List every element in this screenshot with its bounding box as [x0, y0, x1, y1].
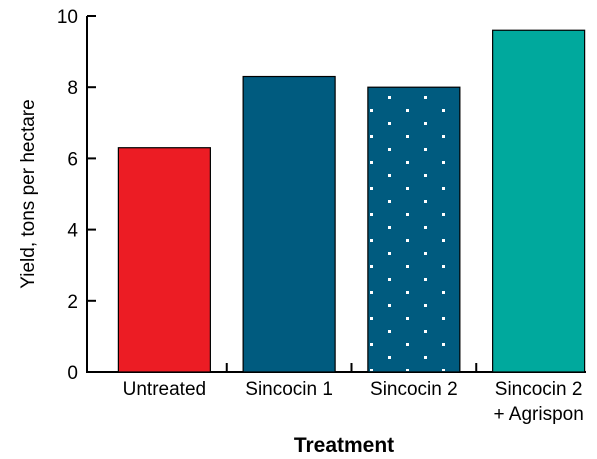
category-label: Sincocin 2	[370, 379, 458, 400]
y-tick-label: 10	[57, 7, 78, 28]
category-label: Untreated	[123, 379, 206, 400]
x-axis-title: Treatment	[294, 434, 394, 457]
y-tick-label: 2	[67, 292, 78, 313]
category-label: Sincocin 2	[495, 379, 583, 400]
bar	[117, 147, 211, 373]
y-axis-title: Yield, tons per hectare	[18, 99, 39, 288]
bar-group	[117, 29, 586, 373]
category-label: Sincocin 1	[245, 379, 333, 400]
bar-pattern-overlay	[368, 88, 459, 371]
y-tick-label: 8	[67, 78, 78, 99]
bar	[242, 75, 336, 373]
category-label: + Agrispon	[493, 404, 583, 425]
y-tick-label: 0	[67, 363, 78, 384]
y-tick-group: 0 2 4 6 8 10	[57, 7, 96, 384]
bar	[492, 29, 586, 373]
x-tick-group	[225, 363, 478, 372]
category-label-group: Untreated Sincocin 1 Sincocin 2 Sincocin 2 +…	[123, 379, 584, 425]
y-tick-label: 4	[67, 221, 78, 242]
y-tick-label: 6	[67, 149, 78, 170]
